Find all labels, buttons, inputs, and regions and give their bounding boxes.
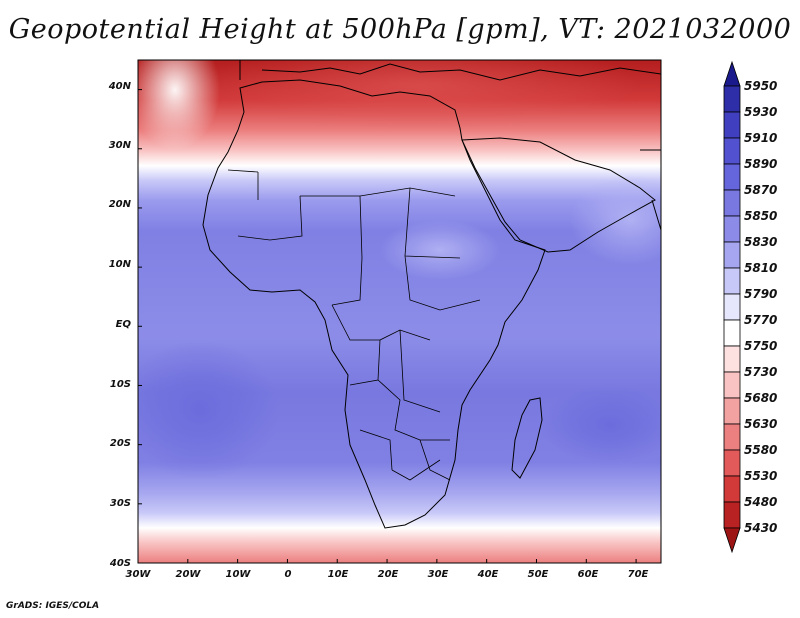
colorbar-label: 5890	[744, 157, 777, 171]
lat-tick-label: EQ	[116, 319, 132, 330]
colorbar-boxes	[723, 60, 741, 554]
lon-tick-label: 10E	[328, 569, 349, 580]
map-frame	[137, 59, 662, 564]
lon-tick-label: 70E	[628, 569, 649, 580]
atlantic-ridge	[138, 60, 220, 150]
colorbar-label: 5480	[744, 495, 777, 509]
lon-tick-label: 40E	[477, 569, 499, 580]
lat-tick-label: 40S	[109, 558, 131, 569]
lon-tick-label: 10W	[226, 569, 252, 580]
lat-tick-label: 30S	[110, 498, 131, 509]
borders	[227, 169, 481, 481]
lat-tick-label: 20N	[109, 199, 132, 210]
lon-tick-label: 50E	[528, 569, 549, 580]
lon-tick-label: 60E	[578, 569, 599, 580]
colorbar-box	[723, 397, 741, 425]
colorbar-label: 5870	[744, 183, 777, 197]
colorbar: 5950 5930 5910 5890 5870 5850 5830 5810 …	[723, 60, 777, 554]
colorbar-label: 5830	[744, 235, 777, 249]
colorbar-label: 5430	[744, 521, 777, 535]
lat-tick-label: 10N	[109, 259, 132, 270]
grads-credit: GrADS: IGES/COLA	[6, 601, 100, 611]
colorbar-label: 5930	[744, 105, 777, 119]
colorbar-box	[723, 501, 741, 529]
colorbar-label: 5770	[744, 313, 777, 327]
colorbar-box	[723, 371, 741, 399]
colorbar-label: 5950	[744, 79, 777, 93]
colorbar-label: 5790	[744, 287, 777, 301]
mediterranean-low	[200, 60, 640, 130]
colorbar-label: 5750	[744, 339, 777, 353]
colorbar-box	[723, 345, 741, 373]
colorbar-box	[723, 241, 741, 269]
india-coastline	[640, 149, 661, 231]
lon-tick-label: 30E	[428, 569, 449, 580]
lon-axis: 30W 20W 10W 0 10E 20E 30E 40E 50E 60E 70…	[126, 569, 649, 580]
colorbar-box	[723, 137, 741, 165]
colorbar-box	[723, 215, 741, 243]
colorbar-bottom-arrow	[723, 527, 741, 554]
africa-coastline	[202, 79, 546, 529]
colorbar-label: 5680	[744, 391, 777, 405]
colorbar-label: 5810	[744, 261, 777, 275]
colorbar-labels: 5950 5930 5910 5890 5870 5850 5830 5810 …	[744, 79, 777, 535]
colorbar-label: 5850	[744, 209, 777, 223]
lon-tick-label: 0	[285, 569, 292, 580]
height-field	[138, 60, 661, 563]
madagascar-coastline	[511, 397, 543, 479]
axis-ticks	[137, 89, 637, 564]
colorbar-box	[723, 267, 741, 295]
colorbar-label: 5910	[744, 131, 777, 145]
colorbar-label: 5530	[744, 469, 777, 483]
map-title: Geopotential Height at 500hPa [gpm], VT:…	[8, 14, 792, 45]
colorbar-top-arrow	[723, 60, 741, 87]
colorbar-box	[723, 449, 741, 477]
lat-axis: 40N 30N 20N 10N EQ 10S 20S 30S 40S	[108, 81, 132, 569]
east-africa-area	[380, 220, 500, 280]
lat-tick-label: 40N	[108, 81, 132, 92]
height-field-base	[138, 60, 661, 563]
colorbar-label: 5730	[744, 365, 777, 379]
colorbar-box	[723, 189, 741, 217]
lon-tick-label: 20W	[176, 569, 202, 580]
colorbar-box	[723, 163, 741, 191]
arabian-sea-area	[570, 175, 661, 265]
colorbar-box	[723, 111, 741, 139]
lon-tick-label: 30W	[126, 569, 152, 580]
south-atlantic-high	[138, 340, 280, 480]
coastlines	[202, 60, 661, 529]
colorbar-box	[723, 85, 741, 113]
colorbar-box	[723, 319, 741, 347]
colorbar-box	[723, 423, 741, 451]
lat-tick-label: 10S	[110, 379, 131, 390]
colorbar-box	[723, 293, 741, 321]
lat-tick-label: 20S	[110, 438, 131, 449]
colorbar-label: 5580	[744, 443, 777, 457]
lat-tick-label: 30N	[109, 140, 132, 151]
colorbar-box	[723, 475, 741, 503]
europe-coastline	[239, 60, 661, 81]
indian-ocean-high	[540, 385, 661, 465]
lon-tick-label: 20E	[378, 569, 399, 580]
colorbar-label: 5630	[744, 417, 777, 431]
arabia-coastline	[461, 137, 656, 253]
